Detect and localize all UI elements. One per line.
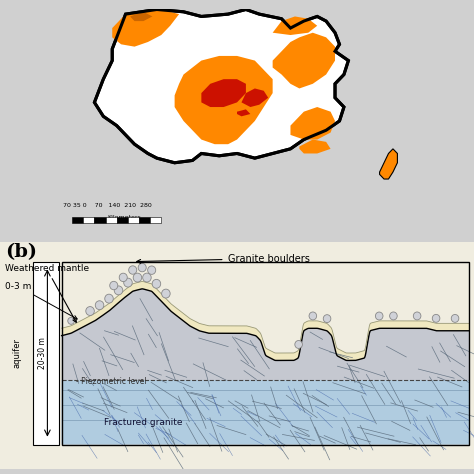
Polygon shape xyxy=(130,12,152,21)
Polygon shape xyxy=(201,79,246,107)
Polygon shape xyxy=(62,282,469,360)
Polygon shape xyxy=(62,289,469,445)
Circle shape xyxy=(119,273,127,282)
Text: Weathered mantle: Weathered mantle xyxy=(5,264,89,322)
Polygon shape xyxy=(62,380,469,445)
Polygon shape xyxy=(380,149,397,179)
Circle shape xyxy=(138,264,146,272)
Text: Kilometers: Kilometers xyxy=(108,215,142,219)
Circle shape xyxy=(413,312,421,320)
Polygon shape xyxy=(94,9,348,163)
Text: Fractured granite: Fractured granite xyxy=(104,418,183,427)
Circle shape xyxy=(124,278,132,287)
Circle shape xyxy=(105,294,113,303)
Circle shape xyxy=(375,312,383,320)
Circle shape xyxy=(148,266,155,274)
Circle shape xyxy=(68,318,74,324)
Circle shape xyxy=(143,273,151,282)
Text: aquifer: aquifer xyxy=(12,338,21,368)
Polygon shape xyxy=(291,107,335,139)
Bar xyxy=(94,218,106,223)
Bar xyxy=(106,218,117,223)
Circle shape xyxy=(309,312,317,320)
Text: (b): (b) xyxy=(5,243,37,261)
Polygon shape xyxy=(174,56,273,144)
Circle shape xyxy=(451,314,459,322)
Text: 20-30 m: 20-30 m xyxy=(38,337,47,369)
Text: 70 35 0    70   140  210  280: 70 35 0 70 140 210 280 xyxy=(63,203,152,208)
Polygon shape xyxy=(300,139,330,154)
Bar xyxy=(128,218,139,223)
Bar xyxy=(62,262,469,445)
Polygon shape xyxy=(273,33,335,89)
Bar xyxy=(33,262,59,445)
Bar xyxy=(139,218,150,223)
Circle shape xyxy=(152,279,161,288)
Circle shape xyxy=(110,282,118,290)
Circle shape xyxy=(323,315,331,323)
Circle shape xyxy=(95,301,104,310)
Circle shape xyxy=(86,307,94,316)
Circle shape xyxy=(390,312,397,320)
Text: Granite boulders: Granite boulders xyxy=(137,254,310,264)
Circle shape xyxy=(133,273,142,282)
Text: 0-3 m: 0-3 m xyxy=(5,282,77,319)
Polygon shape xyxy=(112,9,179,46)
Circle shape xyxy=(295,340,302,348)
Circle shape xyxy=(162,289,170,298)
Bar xyxy=(117,218,128,223)
Polygon shape xyxy=(273,17,317,35)
Circle shape xyxy=(432,314,440,322)
Circle shape xyxy=(114,286,123,295)
Circle shape xyxy=(128,266,137,274)
Bar xyxy=(150,218,161,223)
Polygon shape xyxy=(237,109,250,116)
Bar xyxy=(72,218,83,223)
Polygon shape xyxy=(241,89,268,107)
Text: - Piezometric level: - Piezometric level xyxy=(76,377,146,386)
Bar xyxy=(83,218,94,223)
